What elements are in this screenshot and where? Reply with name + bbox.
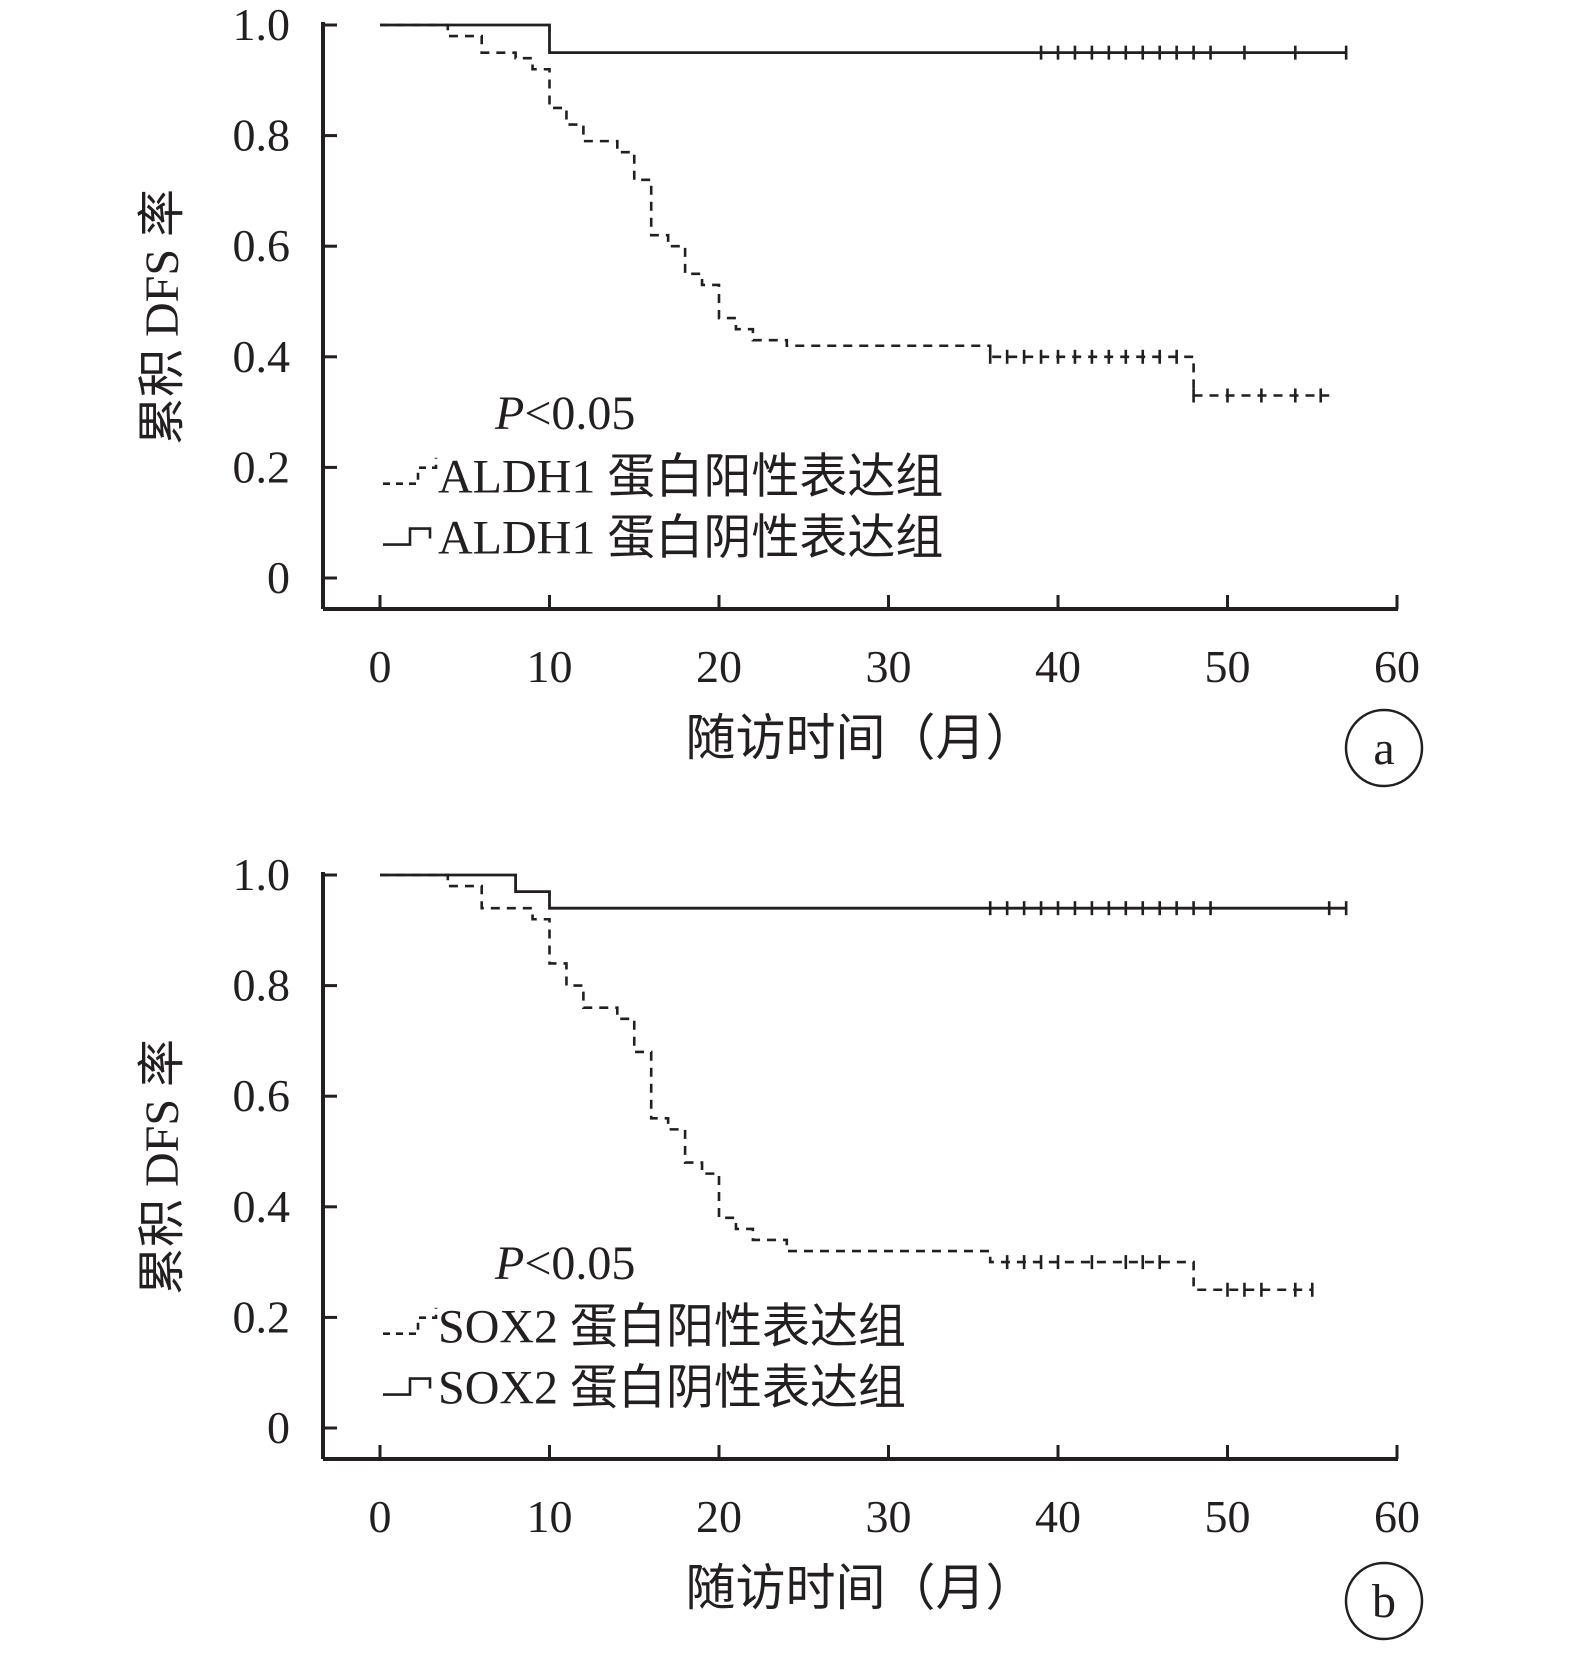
legend-key-negative <box>383 527 432 546</box>
p-label: P <box>494 387 524 440</box>
legend-key-positive <box>383 1307 438 1335</box>
legend-key-negative <box>383 1377 432 1396</box>
legend-label: ALDH1 蛋白阳性表达组 <box>438 451 943 504</box>
x-tick-label: 50 <box>1205 641 1251 692</box>
x-tick-label: 20 <box>696 641 742 692</box>
p-value-annotation: P<0.05 <box>494 1237 635 1290</box>
y-tick-label: 0 <box>267 552 290 603</box>
legend-label: SOX2 蛋白阴性表达组 <box>438 1362 906 1415</box>
y-axis-title: 累积 DFS 率 <box>136 1039 189 1295</box>
legend-key-positive <box>383 457 438 485</box>
y-tick-label: 0.8 <box>233 960 291 1011</box>
x-tick-label: 50 <box>1205 1491 1251 1542</box>
series-line-positive <box>380 873 1313 1292</box>
p-value-annotation: P<0.05 <box>494 387 635 440</box>
x-tick-label: 30 <box>866 641 912 692</box>
p-label: P <box>494 1237 524 1290</box>
panel-label-circle <box>1344 708 1424 788</box>
y-tick-label: 0.4 <box>233 1181 291 1232</box>
legend-label: SOX2 蛋白阳性表达组 <box>438 1301 906 1354</box>
y-tick-label: 1.0 <box>233 0 291 50</box>
panel-label: a <box>1373 722 1394 775</box>
x-tick-label: 0 <box>369 1491 392 1542</box>
x-axis-title: 随访时间（月） <box>686 1560 1036 1616</box>
x-tick-label: 10 <box>527 1491 573 1542</box>
panel-label: b <box>1372 1575 1396 1628</box>
x-tick-label: 0 <box>369 641 392 692</box>
y-tick-label: 0.2 <box>233 1291 291 1342</box>
y-tick-label: 0.4 <box>233 331 291 382</box>
chart-panel-b: 0 0.2 0.4 0.6 0.8 1.0 0 10 20 30 40 50 60 随访时间（月） 累积 D… <box>136 849 1424 1641</box>
y-tick-label: 0.6 <box>233 220 291 271</box>
panel-label-circle <box>1344 1561 1424 1641</box>
x-tick-label: 40 <box>1035 1491 1081 1542</box>
p-rest: <0.05 <box>524 387 635 440</box>
x-tick-label: 10 <box>527 641 573 692</box>
x-axis-title: 随访时间（月） <box>686 710 1036 766</box>
y-axis-title: 累积 DFS 率 <box>136 189 189 445</box>
x-tick-label: 60 <box>1374 641 1420 692</box>
x-tick-label: 60 <box>1374 1491 1420 1542</box>
y-tick-label: 1.0 <box>233 849 291 900</box>
y-tick-label: 0.2 <box>233 441 291 492</box>
y-tick-label: 0.8 <box>233 110 291 161</box>
series-line-negative <box>380 23 1347 55</box>
x-tick-label: 40 <box>1035 641 1081 692</box>
y-tick-label: 0.6 <box>233 1070 291 1121</box>
legend-label: ALDH1 蛋白阴性表达组 <box>438 512 943 565</box>
series-line-positive <box>380 23 1330 397</box>
chart-panel-a: 0 0.2 0.4 0.6 0.8 1.0 0 10 20 30 40 50 60 随访时间（月） 累积 D… <box>136 0 1424 788</box>
series-line-negative <box>380 873 1347 910</box>
x-tick-label: 30 <box>866 1491 912 1542</box>
p-rest: <0.05 <box>524 1237 635 1290</box>
y-tick-label: 0 <box>267 1402 290 1453</box>
x-tick-label: 20 <box>696 1491 742 1542</box>
